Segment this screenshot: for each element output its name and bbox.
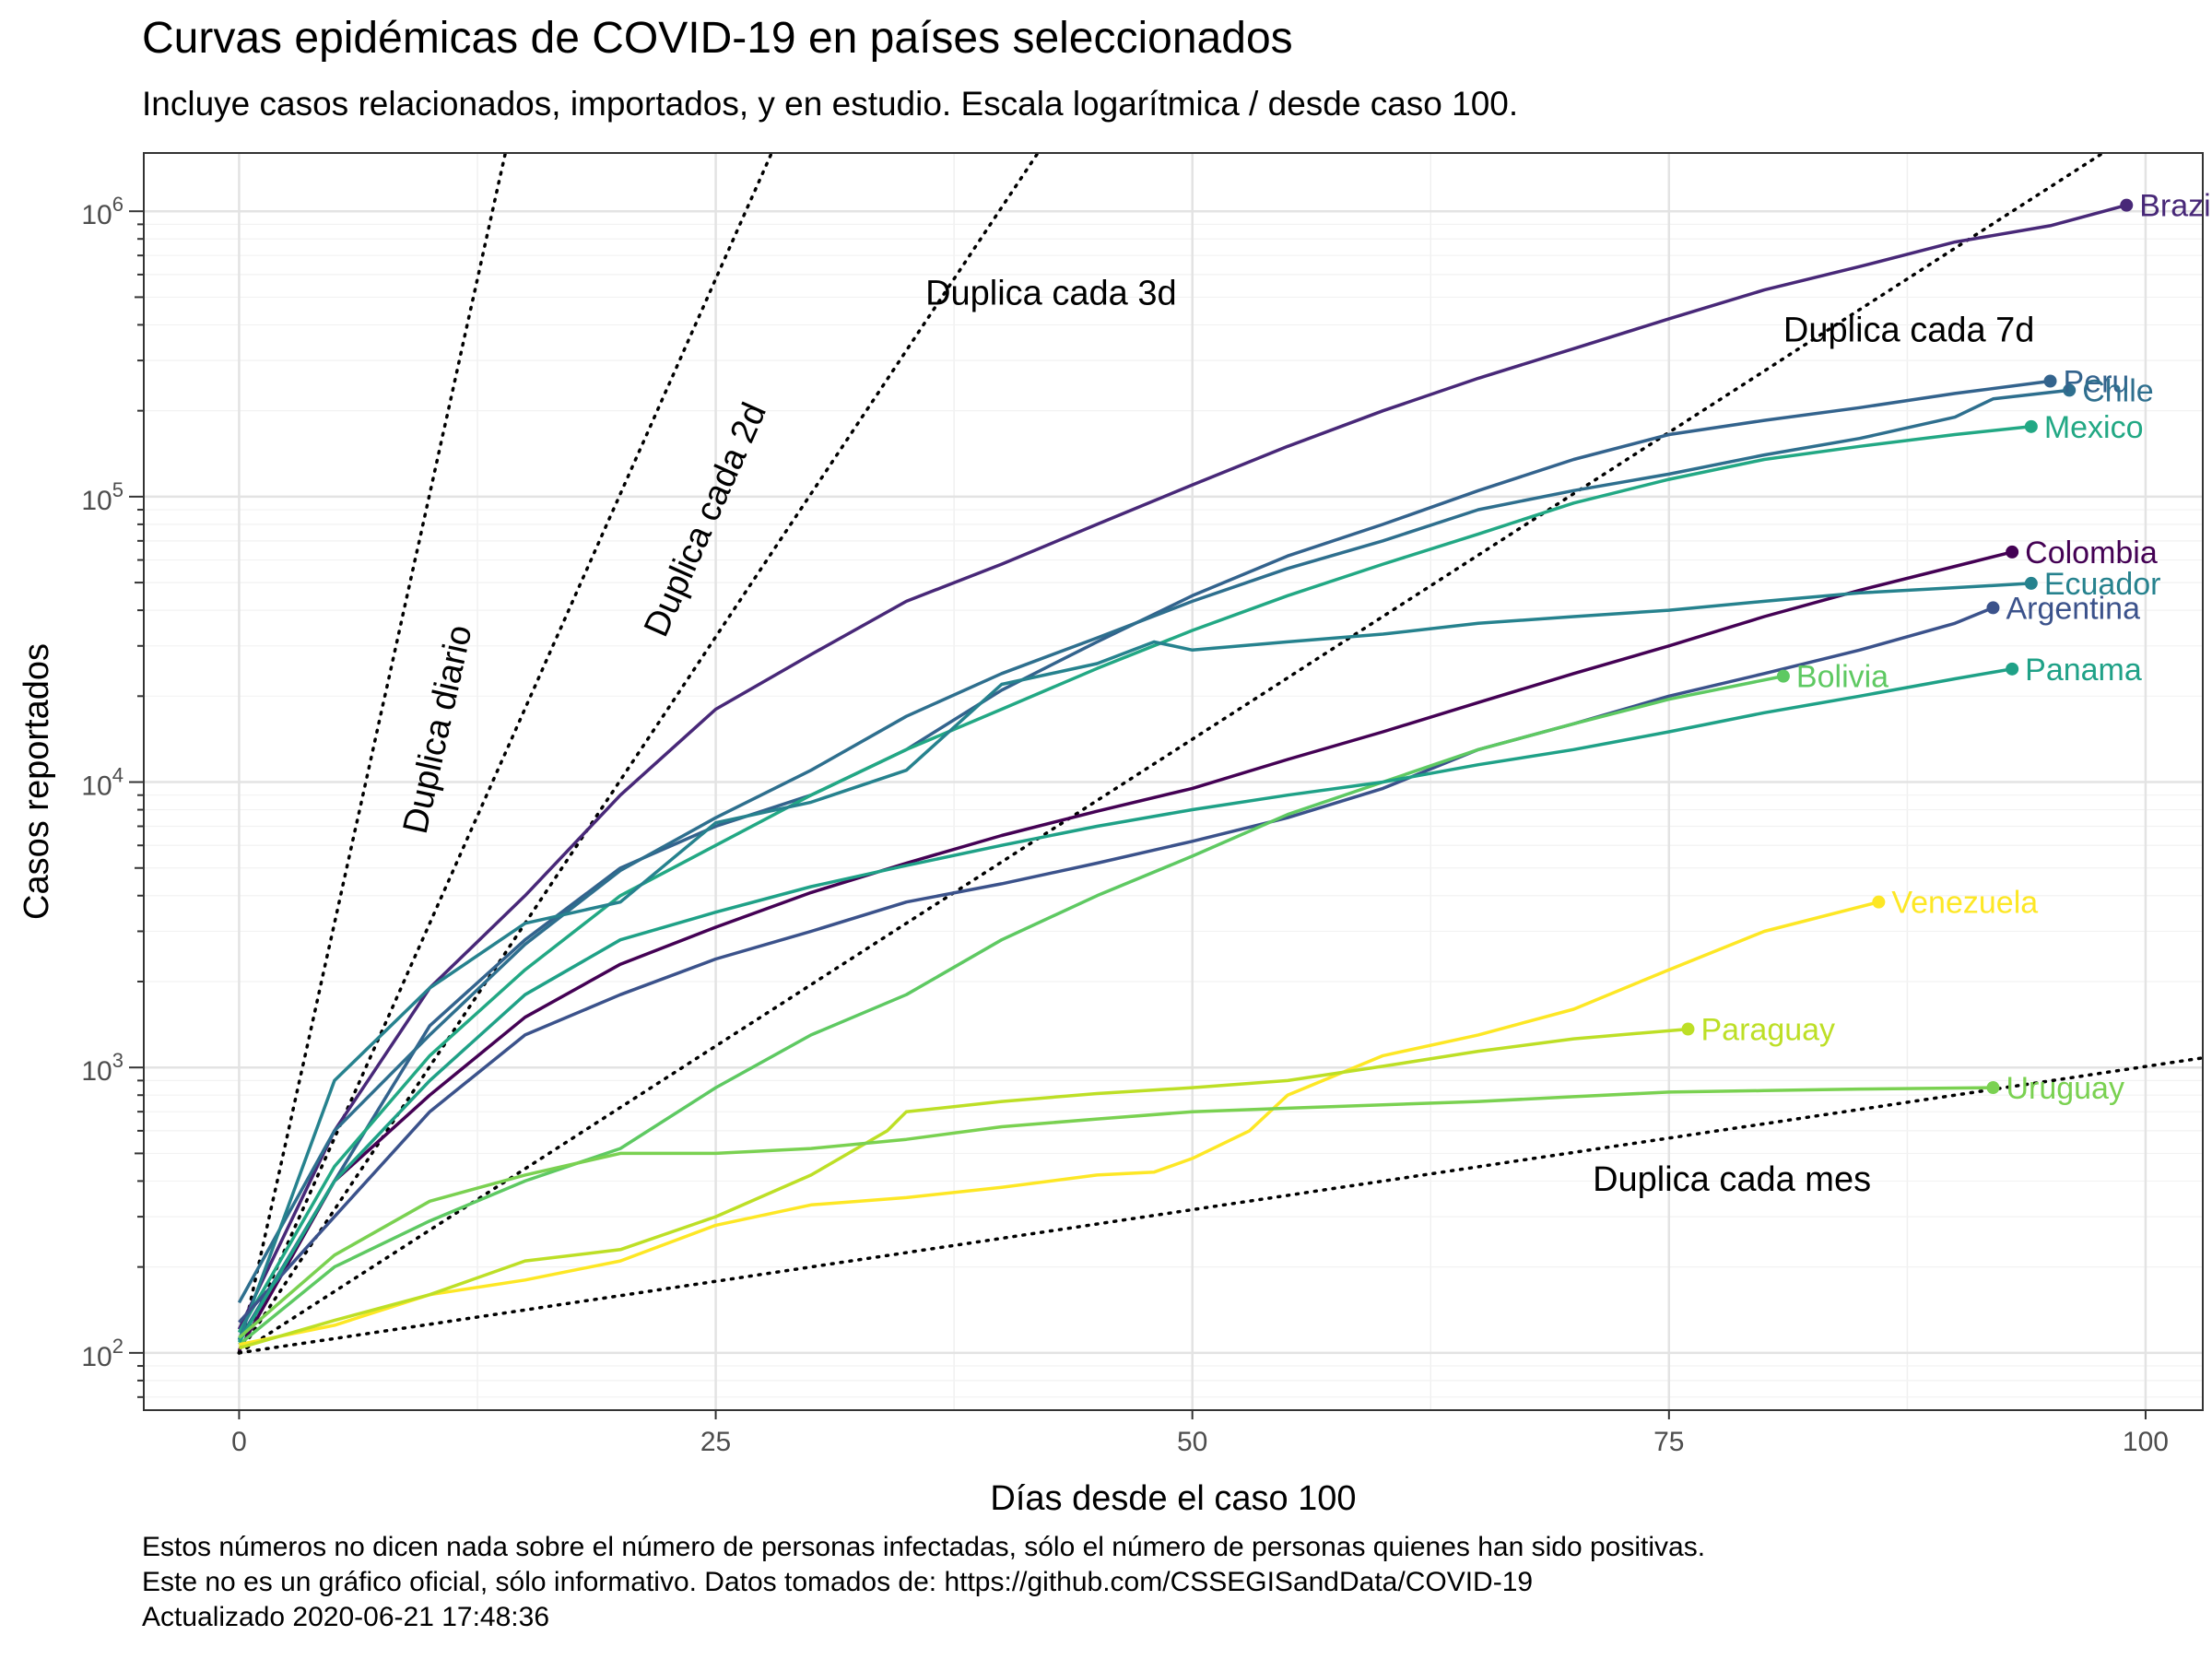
series-endpoint-uruguay — [1986, 1081, 2000, 1095]
x-tick-label: 100 — [2123, 1427, 2169, 1457]
series-endpoint-colombia — [2006, 545, 2019, 559]
country-label-paraguay: Paraguay — [1701, 1013, 1836, 1048]
series-endpoint-argentina — [1986, 601, 2000, 615]
y-axis-title: Casos reportados — [18, 643, 56, 920]
chart-subtitle: Incluye casos relacionados, importados, … — [142, 85, 1519, 123]
country-label-colombia: Colombia — [2025, 535, 2158, 571]
series-line-brazil — [237, 203, 2127, 1330]
reference-line — [237, 153, 2106, 1355]
country-label-venezuela: Venezuela — [1891, 886, 2038, 921]
series-endpoint-chile — [2063, 383, 2077, 397]
series-endpoint-peru — [2043, 374, 2057, 388]
series-line-panama — [237, 667, 2013, 1344]
x-axis-title: Días desde el caso 100 — [990, 1479, 1356, 1518]
country-label-chile: Chile — [2082, 373, 2153, 408]
series-layer — [237, 198, 2134, 1352]
reference-lines-layer — [237, 153, 2203, 1355]
series-endpoint-venezuela — [1872, 895, 1886, 909]
country-label-peru: Peru — [2064, 365, 2130, 400]
series-line-uruguay — [238, 1086, 1994, 1339]
series-line-bolivia — [238, 674, 1784, 1347]
caption-line-3: Actualizado 2020-06-21 17:48:36 — [142, 1602, 550, 1632]
reference-line-label: Duplica cada 3d — [925, 275, 1177, 313]
series-line-mexico — [237, 425, 2031, 1334]
axis-layer: 0 25 50 75 100 102 103 104 105 106 Días desde el c… — [18, 193, 2169, 1518]
country-label-ecuador: Ecuador — [2044, 567, 2161, 602]
series-endpoint-paraguay — [1681, 1022, 1695, 1036]
reference-line — [237, 153, 1041, 1355]
series-line-chile — [237, 388, 2070, 1304]
series-endpoint-bolivia — [1776, 669, 1790, 683]
series-endpoint-ecuador — [2024, 576, 2038, 590]
x-tick-label: 25 — [700, 1427, 731, 1457]
grid-layer — [144, 153, 2203, 1410]
reference-line-label: Duplica cada mes — [1593, 1160, 1871, 1199]
series-endpoint-brazil — [2120, 198, 2134, 212]
reference-line — [237, 1056, 2203, 1355]
caption-line-1: Estos números no dicen nada sobre el núm… — [142, 1532, 1706, 1562]
country-label-panama: Panama — [2025, 653, 2142, 688]
reference-line — [237, 153, 508, 1355]
caption-line-2: Este no es un gráfico oficial, sólo info… — [142, 1567, 1534, 1597]
y-tick-label: 105 — [81, 478, 124, 516]
chart-title: Curvas epidémicas de COVID-19 en países … — [142, 14, 1293, 63]
country-label-brazil: Brazil — [2139, 189, 2212, 224]
series-line-venezuela — [239, 900, 1879, 1347]
y-tick-label: 103 — [81, 1049, 124, 1087]
series-line-argentina — [238, 606, 1994, 1324]
series-line-colombia — [237, 550, 2013, 1352]
y-tick-label: 104 — [81, 764, 124, 802]
y-tick-label: 106 — [81, 193, 124, 230]
series-endpoint-panama — [2006, 662, 2019, 676]
x-tick-label: 50 — [1177, 1427, 1207, 1457]
series-endpoint-mexico — [2024, 419, 2038, 433]
y-tick-label: 102 — [81, 1335, 124, 1372]
series-line-ecuador — [237, 582, 2031, 1341]
reference-line — [237, 153, 774, 1355]
x-tick-label: 0 — [231, 1427, 247, 1457]
series-line-paraguay — [238, 1027, 1688, 1350]
reference-line-label: Duplica cada 7d — [1783, 311, 2035, 349]
chart-caption: Estos números no dicen nada sobre el núm… — [142, 1530, 1705, 1635]
country-label-uruguay: Uruguay — [2006, 1071, 2124, 1106]
country-label-argentina: Argentina — [2006, 591, 2140, 626]
country-label-mexico: Mexico — [2044, 410, 2144, 445]
x-tick-label: 75 — [1653, 1427, 1684, 1457]
country-label-bolivia: Bolivia — [1796, 660, 1888, 695]
